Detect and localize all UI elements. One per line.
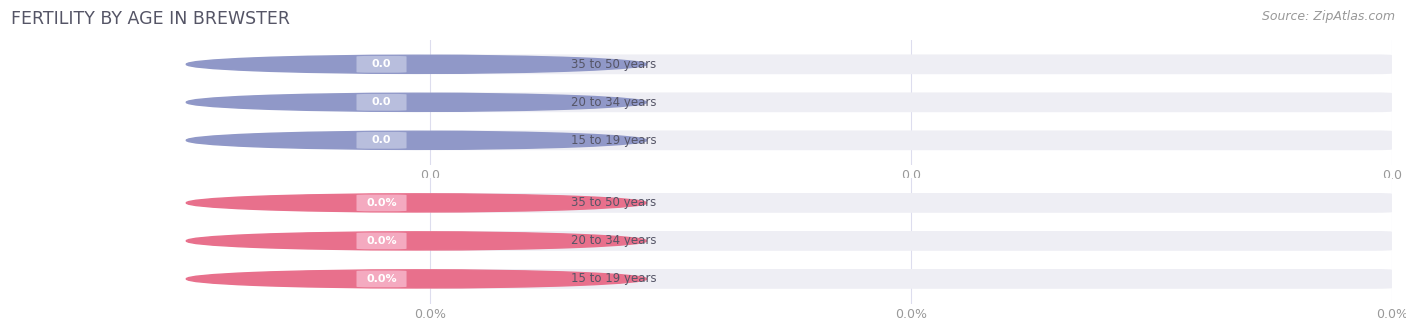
FancyBboxPatch shape (357, 94, 406, 111)
FancyBboxPatch shape (221, 269, 409, 289)
FancyBboxPatch shape (430, 54, 1392, 74)
FancyBboxPatch shape (357, 194, 406, 211)
FancyBboxPatch shape (357, 233, 406, 249)
Text: 0.0: 0.0 (371, 59, 391, 69)
FancyBboxPatch shape (430, 231, 1392, 251)
Text: 0.0%: 0.0% (366, 236, 396, 246)
Text: 35 to 50 years: 35 to 50 years (571, 196, 657, 210)
Text: 0.0: 0.0 (371, 135, 391, 145)
Circle shape (186, 232, 647, 250)
FancyBboxPatch shape (430, 55, 437, 73)
Text: 0.0%: 0.0% (366, 198, 396, 208)
Text: 0.0: 0.0 (371, 97, 391, 107)
FancyBboxPatch shape (221, 54, 409, 74)
FancyBboxPatch shape (430, 93, 437, 112)
Circle shape (186, 55, 647, 73)
FancyBboxPatch shape (430, 194, 437, 212)
FancyBboxPatch shape (221, 130, 409, 150)
FancyBboxPatch shape (357, 56, 406, 73)
FancyBboxPatch shape (430, 232, 437, 250)
Circle shape (186, 270, 647, 288)
FancyBboxPatch shape (221, 193, 409, 213)
FancyBboxPatch shape (430, 92, 1392, 112)
Text: Source: ZipAtlas.com: Source: ZipAtlas.com (1261, 10, 1395, 23)
FancyBboxPatch shape (357, 271, 406, 287)
Text: 15 to 19 years: 15 to 19 years (571, 272, 657, 285)
FancyBboxPatch shape (430, 131, 437, 149)
FancyBboxPatch shape (430, 269, 1392, 289)
FancyBboxPatch shape (357, 132, 406, 149)
Text: 20 to 34 years: 20 to 34 years (571, 234, 657, 248)
FancyBboxPatch shape (430, 193, 1392, 213)
Circle shape (186, 93, 647, 112)
Text: 15 to 19 years: 15 to 19 years (571, 134, 657, 147)
FancyBboxPatch shape (221, 231, 409, 251)
Text: FERTILITY BY AGE IN BREWSTER: FERTILITY BY AGE IN BREWSTER (11, 10, 290, 28)
Text: 35 to 50 years: 35 to 50 years (571, 58, 657, 71)
FancyBboxPatch shape (430, 270, 437, 288)
FancyBboxPatch shape (221, 92, 409, 112)
Text: 0.0%: 0.0% (366, 274, 396, 284)
Text: 20 to 34 years: 20 to 34 years (571, 96, 657, 109)
Circle shape (186, 194, 647, 212)
Circle shape (186, 131, 647, 149)
FancyBboxPatch shape (430, 130, 1392, 150)
